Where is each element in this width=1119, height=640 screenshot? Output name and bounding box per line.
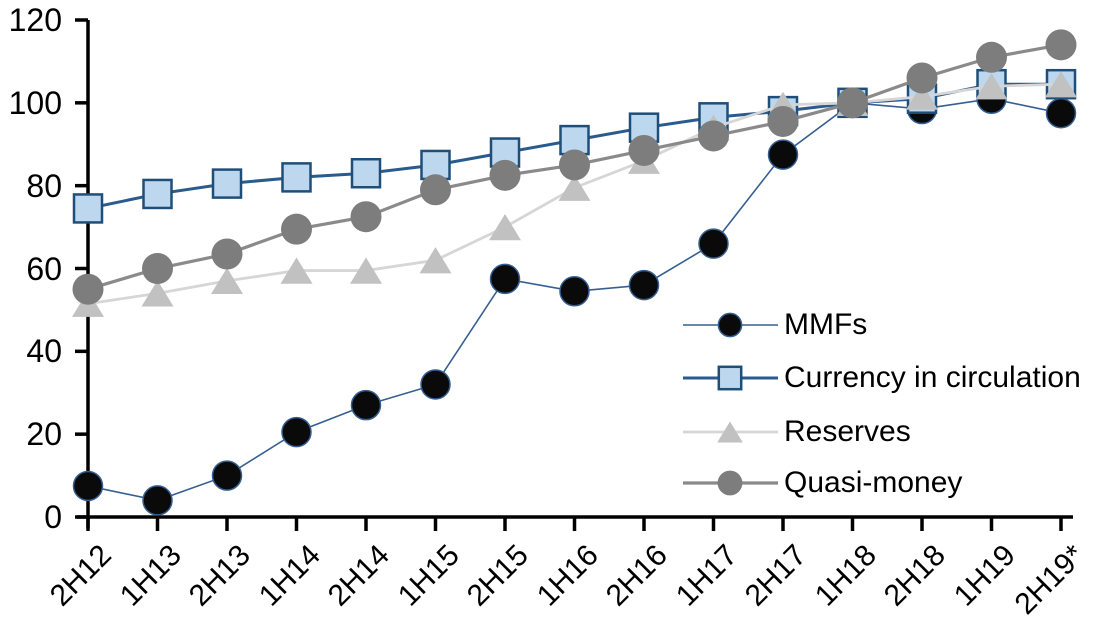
marker-quasi-money-2h16 [628,134,660,166]
marker-reserves-1h19 [975,73,1008,100]
marker-reserves-2h14 [350,257,382,284]
marker-mmfs-2h14 [350,389,382,421]
legend-item-quasi-money: Quasi-money [683,465,962,501]
marker-quasi-money-2h19 [1045,29,1077,61]
marker-quasi-money-2h17 [767,105,799,137]
legend-label: MMFs [784,308,868,341]
marker-currency-in-circulation-1h14 [281,162,312,193]
y-tick-label: 0 [44,499,62,535]
marker-reserves-1h16 [558,174,591,201]
marker-mmfs-2h13 [211,460,243,491]
marker-mmfs-2h19 [1045,97,1077,129]
series-mmfs [72,83,1077,516]
legend-square-icon [683,365,778,391]
marker-currency-in-circulation-1h13 [142,178,173,210]
legend-circle-icon [683,312,778,338]
marker-quasi-money-1h14 [281,213,312,245]
marker-currency-in-circulation-1h15 [420,149,451,181]
legend-item-reserves: Reserves [683,414,911,450]
marker-quasi-money-2h12 [72,273,104,305]
marker-reserves-2h13 [211,267,243,295]
marker-mmfs-1h13 [142,485,173,516]
marker-quasi-money-1h15 [420,174,451,206]
marker-quasi-money-2h13 [211,238,243,270]
marker-mmfs-2h12 [72,470,104,502]
marker-reserves-1h15 [419,247,452,274]
marker-quasi-money-1h16 [559,149,590,181]
legend-item-currency-in-circulation: Currency in circulation [683,360,1081,396]
legend-marker-quasi-money [717,470,743,496]
marker-reserves-2h18 [906,83,938,110]
marker-quasi-money-1h13 [142,253,173,284]
y-tick-label: 120 [8,2,62,38]
marker-quasi-money-1h18 [837,87,868,119]
y-tick-label: 20 [26,416,62,453]
y-tick-label: 40 [26,333,62,370]
legend-item-mmfs: MMFs [683,307,867,343]
marker-quasi-money-1h17 [698,120,729,152]
marker-mmfs-2h17 [767,139,799,170]
marker-mmfs-1h14 [281,416,312,448]
marker-currency-in-circulation-2h13 [211,168,243,199]
marker-reserves-2h19 [1045,71,1077,98]
marker-quasi-money-2h14 [350,201,382,233]
legend-triangle-icon [683,421,778,443]
legend-marker-mmfs [717,312,743,338]
legend-marker-reserves [717,421,743,443]
marker-currency-in-circulation-1h16 [559,124,590,156]
marker-quasi-money-2h18 [906,62,938,94]
legend-circle-icon [683,470,778,496]
marker-quasi-money-1h19 [976,41,1007,73]
marker-mmfs-2h16 [628,269,660,301]
legend-label: Currency in circulation [784,361,1081,394]
series-quasi-money [72,29,1077,305]
marker-currency-in-circulation-2h12 [72,193,104,224]
marker-mmfs-1h17 [698,228,729,259]
legend-label: Quasi-money [784,466,963,499]
marker-mmfs-1h16 [559,276,590,307]
marker-reserves-1h13 [141,280,174,307]
marker-mmfs-2h15 [489,263,521,295]
marker-reserves-1h14 [280,257,313,284]
marker-currency-in-circulation-2h14 [350,157,382,189]
marker-quasi-money-2h15 [489,159,521,191]
marker-reserves-2h15 [489,213,521,241]
y-tick-label: 80 [26,167,62,204]
marker-mmfs-1h15 [420,369,451,400]
y-tick-label: 60 [26,250,62,287]
legend-marker-currency-in-circulation [717,365,743,391]
legend-label: Reserves [784,415,911,448]
y-tick-label: 100 [8,84,62,121]
